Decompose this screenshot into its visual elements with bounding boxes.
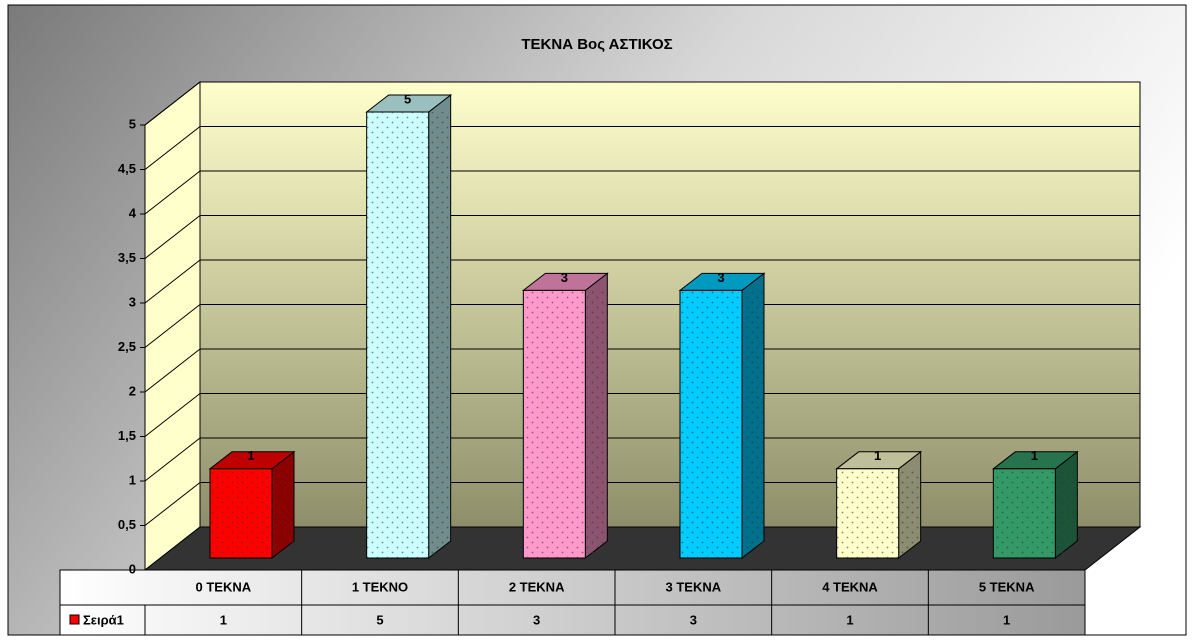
bar-pattern [210,468,294,558]
table-value: 5 [376,612,383,627]
grid-line [144,304,201,348]
chart-title: ΤΕΚΝΑ Βος ΑΣΤΙΚΟΣ [521,36,672,53]
x-tick-label: 5 ΤΕΚΝΑ [979,579,1035,594]
y-tick-label: 1 [129,472,136,487]
table-value: 3 [533,612,540,627]
grid-line [144,348,201,393]
bar-pattern [993,468,1078,558]
x-tick-label: 3 ΤΕΚΝΑ [666,579,722,594]
grid-line [144,393,201,437]
table-value: 1 [846,612,853,627]
grid-line [144,482,201,526]
data-table [59,569,1086,636]
bar-pattern [680,290,764,558]
bar-pattern [523,290,608,558]
data-label: 1 [874,448,881,463]
table-value: 1 [220,612,227,627]
data-label: 3 [717,270,724,285]
grid-line [144,215,201,259]
grid-line [144,81,201,126]
x-tick-label: 0 ΤΕΚΝΑ [196,579,252,594]
x-tick-label: 2 ΤΕΚΝΑ [509,579,565,594]
y-tick-label: 0,5 [118,517,136,532]
y-tick-label: 1,5 [118,428,136,443]
data-label: 1 [1031,448,1038,463]
data-label: 3 [561,270,568,285]
y-tick-label: 4,5 [118,161,136,176]
bar-pattern [836,468,921,558]
legend-label: Σειρά1 [83,612,124,627]
grid-line [144,437,201,482]
bar-pattern [366,112,451,558]
y-tick-label: 2,5 [118,339,136,354]
y-tick-label: 0 [129,561,136,576]
legend-key [69,614,80,625]
y-tick-label: 4 [129,205,137,220]
data-label: 5 [404,91,411,106]
y-tick-label: 2 [129,383,136,398]
y-tick-label: 5 [129,116,136,131]
data-label: 1 [247,448,254,463]
x-tick-label: 1 ΤΕΚΝΟ [352,579,408,594]
grid-line [144,259,201,304]
y-tick-label: 3,5 [118,250,136,265]
x-tick-label: 4 ΤΕΚΝΑ [822,579,878,594]
table-value: 3 [690,612,697,627]
grid-line [144,126,201,170]
y-tick-label: 3 [129,294,136,309]
grid-line [144,170,201,215]
table-value: 1 [1003,612,1010,627]
